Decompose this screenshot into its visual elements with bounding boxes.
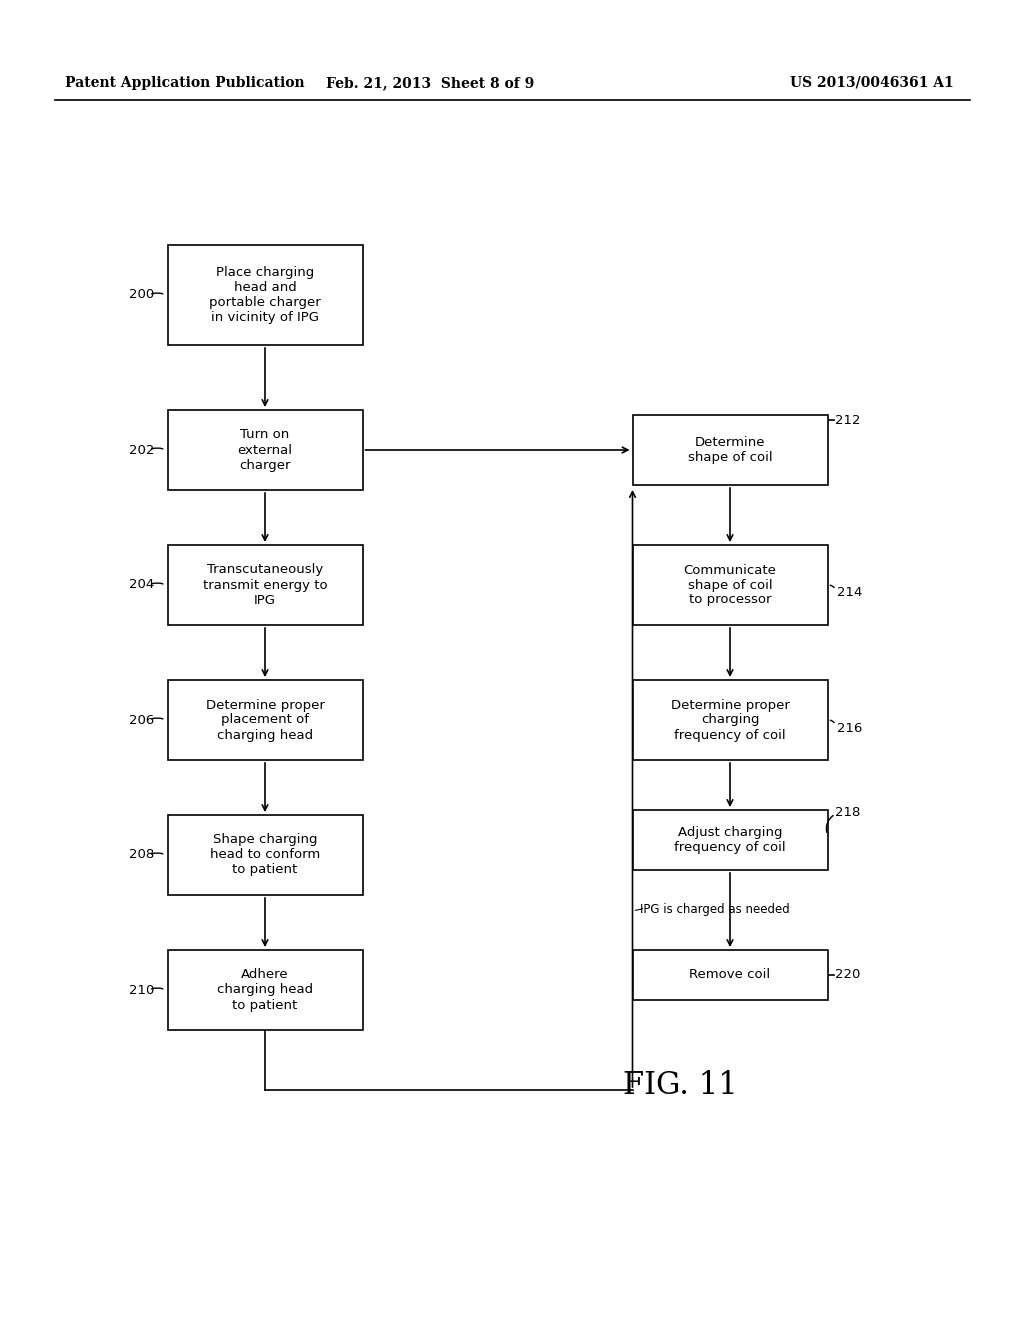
Text: US 2013/0046361 A1: US 2013/0046361 A1 — [790, 77, 953, 90]
Bar — [168, 246, 362, 345]
Text: Patent Application Publication: Patent Application Publication — [65, 77, 304, 90]
Bar — [168, 545, 362, 624]
Text: 218: 218 — [836, 805, 861, 818]
Text: 216: 216 — [838, 722, 863, 734]
Text: IPG is charged as needed: IPG is charged as needed — [640, 903, 790, 916]
Text: Determine proper
charging
frequency of coil: Determine proper charging frequency of c… — [671, 698, 790, 742]
Text: Adjust charging
frequency of coil: Adjust charging frequency of coil — [674, 826, 785, 854]
Bar — [168, 950, 362, 1030]
Bar — [168, 814, 362, 895]
Text: Adhere
charging head
to patient: Adhere charging head to patient — [217, 969, 313, 1011]
Bar — [633, 680, 827, 760]
Bar — [168, 680, 362, 760]
Text: 220: 220 — [836, 969, 861, 982]
Text: 202: 202 — [129, 444, 155, 457]
Bar — [633, 414, 827, 484]
Text: FIG. 11: FIG. 11 — [623, 1069, 737, 1101]
Bar — [633, 545, 827, 624]
Text: 200: 200 — [129, 289, 155, 301]
Bar — [633, 810, 827, 870]
Text: 206: 206 — [129, 714, 155, 726]
Text: Remove coil: Remove coil — [689, 969, 771, 982]
Text: 212: 212 — [836, 413, 861, 426]
Text: 204: 204 — [129, 578, 155, 591]
Text: Communicate
shape of coil
to processor: Communicate shape of coil to processor — [684, 564, 776, 606]
Text: 210: 210 — [129, 983, 155, 997]
Text: Determine proper
placement of
charging head: Determine proper placement of charging h… — [206, 698, 325, 742]
Bar — [633, 950, 827, 1001]
Text: Transcutaneously
transmit energy to
IPG: Transcutaneously transmit energy to IPG — [203, 564, 328, 606]
Text: Feb. 21, 2013  Sheet 8 of 9: Feb. 21, 2013 Sheet 8 of 9 — [326, 77, 535, 90]
Text: Shape charging
head to conform
to patient: Shape charging head to conform to patien… — [210, 833, 321, 876]
Text: Place charging
head and
portable charger
in vicinity of IPG: Place charging head and portable charger… — [209, 267, 321, 323]
Text: Determine
shape of coil: Determine shape of coil — [688, 436, 772, 465]
Text: 208: 208 — [129, 849, 155, 862]
Text: 214: 214 — [838, 586, 863, 599]
Text: Turn on
external
charger: Turn on external charger — [238, 429, 293, 471]
Bar — [168, 411, 362, 490]
